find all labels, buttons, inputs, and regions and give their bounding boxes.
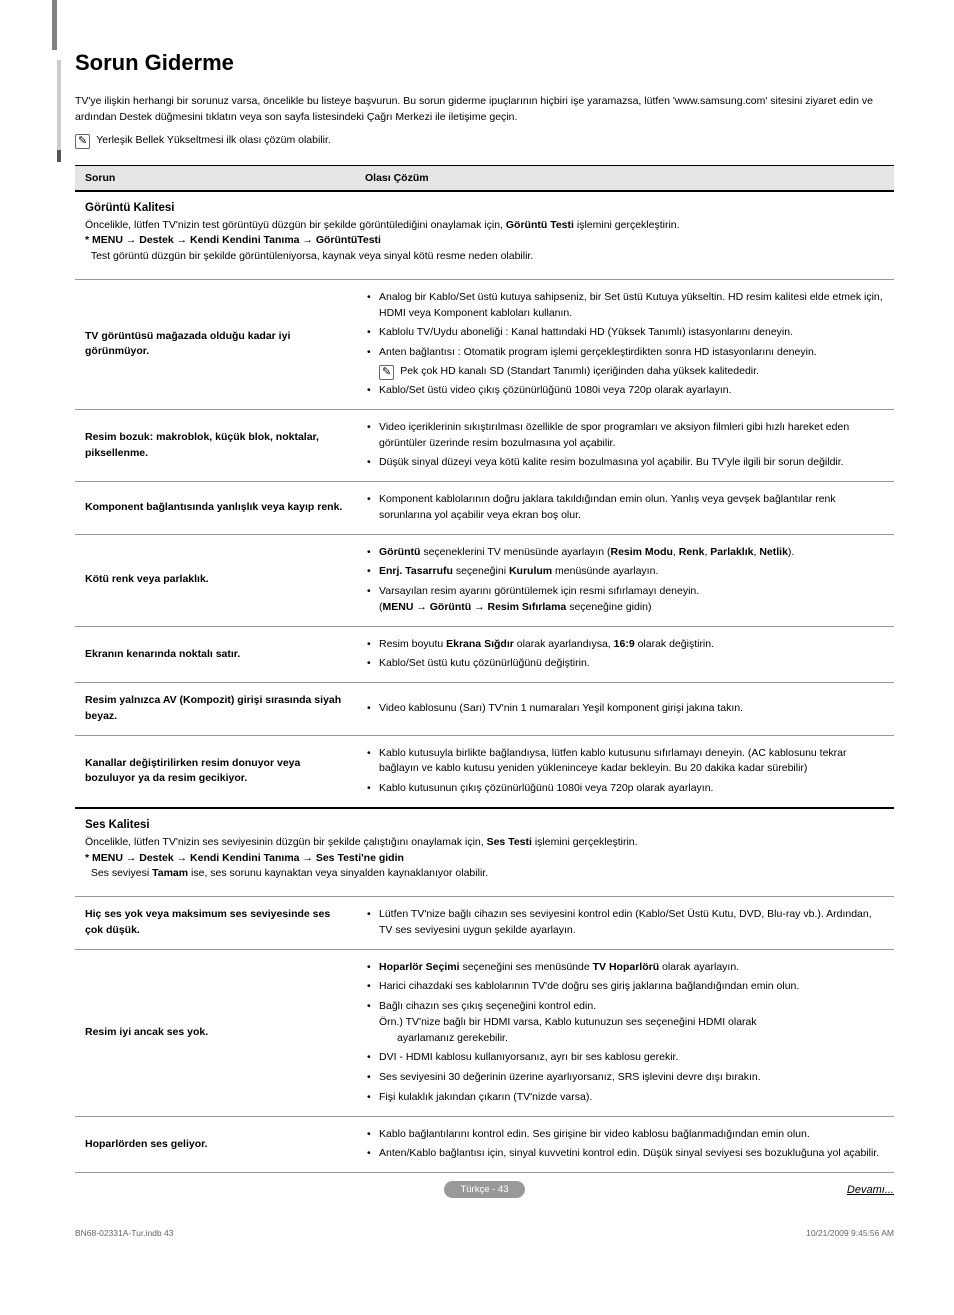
header-sorun: Sorun <box>75 165 355 191</box>
section-title: Ses Kalitesi <box>85 819 884 831</box>
solution-cell: Kablo bağlantılarını kontrol edin. Ses g… <box>355 1116 894 1173</box>
solution-item: Düşük sinyal düzeyi veya kötü kalite res… <box>365 455 884 471</box>
solution-item: Komponent kablolarının doğru jaklara tak… <box>365 492 884 524</box>
problem-cell: Ekranın kenarında noktalı satır. <box>75 626 355 683</box>
page-title: Sorun Giderme <box>75 50 894 76</box>
section-title: Görüntü Kalitesi <box>85 202 884 214</box>
solution-item: Anten/Kablo bağlantısı için, sinyal kuvv… <box>365 1146 884 1162</box>
solution-item: Ses seviyesini 30 değerinin üzerine ayar… <box>365 1070 884 1086</box>
problem-cell: Kanallar değiştirilirken resim donuyor v… <box>75 735 355 808</box>
top-note: ✎ Yerleşik Bellek Yükseltmesi ilk olası … <box>75 134 894 149</box>
note-icon: ✎ <box>379 365 394 380</box>
solution-item: DVI - HDMI kablosu kullanıyorsanız, ayrı… <box>365 1050 884 1066</box>
intro-text: TV'ye ilişkin herhangi bir sorunuz varsa… <box>75 94 894 126</box>
page-footer: Türkçe - 43 Devamı... <box>75 1181 894 1198</box>
sub-note-text: Pek çok HD kanalı SD (Standart Tanımlı) … <box>400 365 759 377</box>
problem-cell: Komponent bağlantısında yanlışlık veya k… <box>75 482 355 535</box>
print-footer: BN68-02331A-Tur.indb 43 10/21/2009 9:45:… <box>75 1228 894 1238</box>
side-tab-decorator <box>52 0 57 50</box>
problem-cell: Resim bozuk: makroblok, küçük blok, nokt… <box>75 409 355 481</box>
solution-item: Kablo/Set üstü kutu çözünürlüğünü değişt… <box>365 656 884 672</box>
solution-item: Kablo kutusuyla birlikte bağlandıysa, lü… <box>365 746 884 778</box>
solution-cell: Video içeriklerinin sıkıştırılması özell… <box>355 409 894 481</box>
side-bar-gray <box>57 60 61 150</box>
print-right: 10/21/2009 9:45:56 AM <box>806 1228 894 1238</box>
section-header-cell: Ses Kalitesi Öncelikle, lütfen TV'nizin s… <box>75 808 894 897</box>
solution-cell: Lütfen TV'nize bağlı cihazın ses seviyes… <box>355 897 894 950</box>
solution-cell: Görüntü seçeneklerini TV menüsünde ayarl… <box>355 534 894 626</box>
solution-item: Bağlı cihazın ses çıkış seçeneğini kontr… <box>365 999 884 1046</box>
solution-item: Kablo kutusunun çıkış çözünürlüğünü 1080… <box>365 781 884 797</box>
troubleshoot-table: Sorun Olası Çözüm Görüntü Kalitesi Önceli… <box>75 165 894 1173</box>
solution-cell: Analog bir Kablo/Set üstü kutuya sahipse… <box>355 279 894 409</box>
top-note-text: Yerleşik Bellek Yükseltmesi ilk olası çö… <box>96 134 331 146</box>
problem-cell: Hiç ses yok veya maksimum ses seviyesind… <box>75 897 355 950</box>
problem-cell: Resim yalnızca AV (Kompozit) girişi sıra… <box>75 683 355 736</box>
side-bar-dark <box>57 150 61 162</box>
sub-note: ✎ Pek çok HD kanalı SD (Standart Tanımlı)… <box>365 365 884 380</box>
solution-item: Video içeriklerinin sıkıştırılması özell… <box>365 420 884 452</box>
print-left: BN68-02331A-Tur.indb 43 <box>75 1228 173 1238</box>
problem-cell: Resim iyi ancak ses yok. <box>75 949 355 1116</box>
solution-item: Harici cihazdaki ses kablolarının TV'de … <box>365 979 884 995</box>
solution-cell: Video kablosunu (Sarı) TV'nin 1 numarala… <box>355 683 894 736</box>
solution-cell: Kablo kutusuyla birlikte bağlandıysa, lü… <box>355 735 894 808</box>
solution-item: Görüntü seçeneklerini TV menüsünde ayarl… <box>365 545 884 561</box>
solution-item: Resim boyutu Ekrana Sığdır olarak ayarla… <box>365 637 884 653</box>
solution-item: Kablolu TV/Uydu aboneliği : Kanal hattın… <box>365 325 884 341</box>
solution-item: Kablo bağlantılarını kontrol edin. Ses g… <box>365 1127 884 1143</box>
solution-item: Kablo/Set üstü video çıkış çözünürlüğünü… <box>365 383 884 399</box>
solution-cell: Hoparlör Seçimi seçeneğini ses menüsünde… <box>355 949 894 1116</box>
solution-item: Lütfen TV'nize bağlı cihazın ses seviyes… <box>365 907 884 939</box>
section-header-cell: Görüntü Kalitesi Öncelikle, lütfen TV'niz… <box>75 191 894 280</box>
header-cozum: Olası Çözüm <box>355 165 894 191</box>
problem-cell: TV görüntüsü mağazada olduğu kadar iyi g… <box>75 279 355 409</box>
section-desc: Öncelikle, lütfen TV'nizin test görüntüy… <box>85 218 884 265</box>
page-indicator: Türkçe - 43 <box>444 1181 524 1198</box>
problem-cell: Kötü renk veya parlaklık. <box>75 534 355 626</box>
solution-item: Anten bağlantısı : Otomatik program işle… <box>365 345 884 361</box>
solution-cell: Komponent kablolarının doğru jaklara tak… <box>355 482 894 535</box>
solution-item: Analog bir Kablo/Set üstü kutuya sahipse… <box>365 290 884 322</box>
solution-item: Varsayılan resim ayarını görüntülemek iç… <box>365 584 884 616</box>
section-desc: Öncelikle, lütfen TV'nizin ses seviyesin… <box>85 835 884 882</box>
solution-item: Hoparlör Seçimi seçeneğini ses menüsünde… <box>365 960 884 976</box>
solution-item: Enrj. Tasarrufu seçeneğini Kurulum menüs… <box>365 564 884 580</box>
continued-link: Devamı... <box>847 1184 894 1196</box>
note-icon: ✎ <box>75 134 90 149</box>
problem-cell: Hoparlörden ses geliyor. <box>75 1116 355 1173</box>
solution-item: Video kablosunu (Sarı) TV'nin 1 numarala… <box>365 701 884 717</box>
solution-item: Fişi kulaklık jakından çıkarın (TV'nizde… <box>365 1090 884 1106</box>
solution-cell: Resim boyutu Ekrana Sığdır olarak ayarla… <box>355 626 894 683</box>
